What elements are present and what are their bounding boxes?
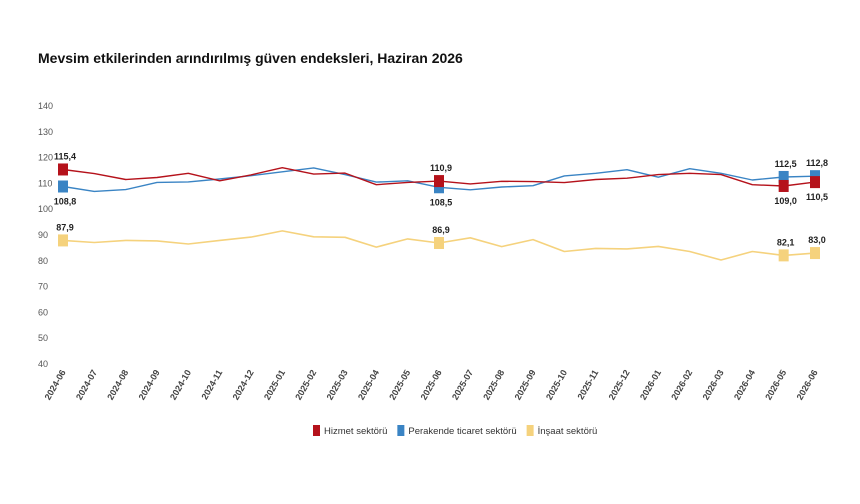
x-tick-label: 2024-11 [199, 368, 224, 401]
chart-title: Mevsim etkilerinden arındırılmış güven e… [38, 50, 463, 66]
x-tick-label: 2025-06 [419, 368, 444, 402]
x-tick-label: 2026-04 [732, 368, 757, 402]
data-label: 82,1 [777, 237, 795, 247]
x-tick-label: 2024-09 [137, 368, 162, 402]
data-point-marker [810, 176, 820, 189]
x-tick-label: 2025-09 [513, 368, 538, 402]
x-tick-label: 2025-12 [607, 368, 632, 402]
x-tick-label: 2026-03 [701, 368, 726, 402]
y-tick-label: 90 [38, 230, 48, 240]
data-label: 87,9 [56, 222, 74, 232]
x-tick-label: 2025-05 [387, 368, 412, 402]
x-tick-label: 2025-01 [262, 368, 287, 402]
x-tick-label: 2025-04 [356, 368, 381, 402]
x-tick-label: 2024-06 [43, 368, 68, 402]
data-point-marker [58, 180, 68, 193]
y-tick-label: 40 [38, 359, 48, 369]
data-point-marker [778, 179, 789, 192]
x-tick-label: 2025-08 [481, 368, 506, 402]
legend-label: Hizmet sektörü [324, 426, 387, 437]
data-point-marker [778, 170, 789, 183]
legend-label: Perakende ticaret sektörü [408, 426, 516, 437]
x-tick-label: 2025-07 [450, 368, 475, 402]
x-tick-label: 2024-10 [168, 368, 193, 402]
x-tick-label: 2024-12 [231, 368, 256, 402]
data-label: 108,8 [54, 196, 77, 206]
y-tick-label: 70 [38, 282, 48, 292]
y-tick-label: 80 [38, 256, 48, 266]
x-tick-label: 2025-11 [575, 368, 600, 401]
y-tick-label: 60 [38, 307, 48, 317]
data-label: 109,0 [774, 196, 797, 206]
x-tick-label: 2025-03 [325, 368, 350, 402]
y-tick-label: 100 [38, 204, 53, 214]
y-tick-label: 50 [38, 333, 48, 343]
y-tick-label: 140 [38, 101, 53, 111]
data-label: 112,5 [775, 159, 797, 169]
x-tick-label: 2026-01 [638, 368, 663, 402]
data-label: 108,5 [430, 197, 453, 207]
data-label: 110,5 [806, 192, 828, 202]
data-label: 115,4 [54, 151, 76, 161]
legend-swatch [397, 425, 405, 436]
x-tick-label: 2026-06 [795, 368, 820, 402]
x-tick-label: 2026-05 [763, 368, 788, 402]
data-label: 83,0 [808, 235, 826, 245]
legend-swatch [313, 425, 320, 436]
data-label: 110,9 [430, 163, 452, 173]
x-tick-label: 2024-08 [105, 368, 130, 402]
data-point-marker [434, 181, 444, 194]
y-tick-label: 120 [38, 153, 53, 163]
data-point-marker [58, 234, 68, 247]
legend-label: İnşaat sektörü [538, 426, 598, 437]
data-label: 112,8 [806, 158, 828, 168]
data-point-marker [810, 247, 820, 260]
data-point-marker [434, 175, 444, 188]
x-tick-label: 2025-10 [544, 368, 569, 402]
y-tick-label: 110 [38, 178, 52, 188]
data-point-marker [434, 236, 444, 249]
legend-swatch [526, 425, 534, 436]
data-point-marker [778, 249, 789, 262]
y-tick-label: 130 [38, 127, 53, 137]
x-tick-label: 2024-07 [74, 368, 99, 402]
data-label: 86,9 [432, 225, 450, 235]
x-tick-label: 2026-02 [669, 368, 694, 402]
data-point-marker [58, 163, 68, 176]
x-tick-label: 2025-02 [293, 368, 318, 402]
